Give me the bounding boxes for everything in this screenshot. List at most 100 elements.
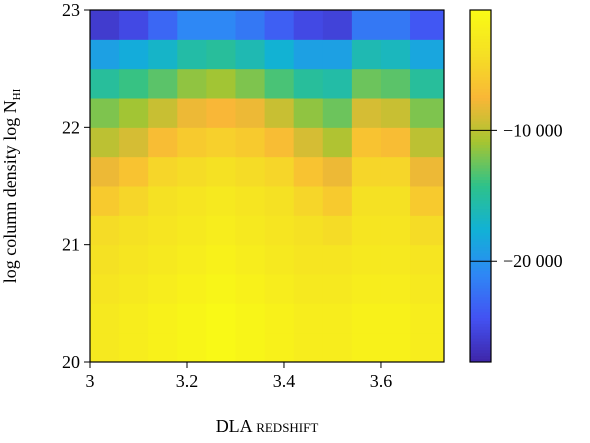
heatmap-cell — [148, 156, 178, 187]
heatmap-cell — [410, 10, 445, 40]
heatmap-cell — [264, 332, 295, 363]
heatmap-cell — [322, 332, 353, 363]
colorbar-segment — [470, 121, 491, 125]
heatmap-cell — [90, 215, 120, 246]
heatmap-cell — [90, 98, 120, 128]
heatmap-cell — [410, 244, 445, 275]
x-tick-label: 3.4 — [273, 371, 296, 391]
heatmap-cell — [177, 98, 207, 128]
colorbar-segment — [470, 24, 491, 29]
colorbar-segment — [470, 197, 491, 202]
heatmap-cell — [235, 156, 266, 187]
heatmap-cell — [380, 303, 411, 334]
heatmap-cell — [119, 39, 149, 70]
colorbar-segment — [470, 344, 491, 348]
heatmap-cell — [351, 127, 382, 158]
heatmap-cell — [235, 215, 266, 246]
heatmap-cell — [380, 186, 411, 216]
colorbar-segment — [470, 100, 491, 105]
heatmap-cell — [119, 186, 149, 216]
heatmap-cell — [293, 98, 324, 128]
colorbar-segment — [470, 180, 491, 184]
heatmap-cell — [322, 274, 353, 304]
colorbar-segment — [470, 341, 491, 345]
heatmap-cell — [235, 332, 266, 363]
heatmap-cell — [322, 127, 353, 158]
heatmap-cell — [410, 274, 445, 304]
heatmap-cell — [90, 274, 120, 304]
heatmap-cell — [410, 215, 445, 246]
x-axis-label: DLA redshift — [216, 416, 319, 436]
colorbar-segment — [470, 315, 491, 319]
colorbar-segment — [470, 215, 491, 219]
heatmap-cell — [293, 39, 324, 70]
heatmap-cell — [293, 215, 324, 246]
heatmap-cell — [177, 39, 207, 70]
colorbar-segment — [470, 244, 491, 249]
heatmap-cell — [206, 186, 236, 216]
heatmap-cell — [293, 68, 324, 99]
colorbar-segment — [470, 171, 491, 175]
colorbar-segment — [470, 332, 491, 337]
colorbar-segment — [470, 350, 491, 354]
heatmap-cell — [119, 127, 149, 158]
colorbar-segment — [470, 127, 491, 131]
heatmap-cell — [235, 127, 266, 158]
colorbar-segment — [470, 235, 491, 240]
colorbar-segment — [470, 288, 491, 293]
colorbar-segment — [470, 124, 491, 128]
colorbar-frame — [469, 9, 492, 363]
heatmap-cell — [293, 244, 324, 275]
colorbar-segment — [470, 18, 491, 23]
colorbar-segment — [470, 39, 491, 43]
heatmap-cell — [351, 10, 382, 40]
colorbar-segment — [470, 238, 491, 243]
heatmap-cell — [90, 39, 120, 70]
heatmap-cell — [148, 303, 178, 334]
heatmap-cell — [235, 10, 266, 40]
heatmap-cell — [119, 332, 149, 363]
heatmap-cell — [177, 156, 207, 187]
colorbar-segment — [470, 150, 491, 155]
colorbar-segment — [470, 86, 491, 90]
colorbar-segment — [470, 256, 491, 260]
colorbar-segment — [470, 194, 491, 199]
heatmap-cell — [235, 186, 266, 216]
heatmap-cell — [206, 274, 236, 304]
heatmap-cell — [322, 303, 353, 334]
heatmap-cell — [322, 39, 353, 70]
y-axis-label: log column density log NHI — [0, 88, 23, 283]
heatmap-cell — [322, 10, 353, 40]
colorbar-segment — [470, 147, 491, 152]
heatmap-cell — [177, 10, 207, 40]
heatmap-cell — [206, 98, 236, 128]
heatmap-cell — [119, 68, 149, 99]
heatmap-cell — [90, 332, 120, 363]
heatmap-cell — [206, 303, 236, 334]
colorbar-segment — [470, 320, 491, 325]
colorbar-segment — [470, 106, 491, 111]
colorbar-segment — [470, 54, 491, 58]
colorbar-segment — [470, 186, 491, 190]
colorbar-segment — [470, 144, 491, 149]
colorbar-segment — [470, 103, 491, 108]
heatmap-cell — [293, 274, 324, 304]
colorbar-segment — [470, 80, 491, 84]
heatmap-cell — [264, 303, 295, 334]
heatmap-cell — [148, 274, 178, 304]
heatmap-cell — [264, 39, 295, 70]
heatmap-cell — [293, 332, 324, 363]
heatmap-cell — [264, 98, 295, 128]
heatmap-cell — [148, 127, 178, 158]
heatmap-cell — [380, 332, 411, 363]
heatmap-cell — [351, 332, 382, 363]
colorbar-segment — [470, 10, 491, 14]
heatmap-cell — [177, 186, 207, 216]
colorbar-segment — [470, 156, 491, 161]
heatmap-cell — [351, 156, 382, 187]
heatmap-cell — [410, 39, 445, 70]
heatmap-cell — [206, 10, 236, 40]
y-tick-label: 21 — [62, 235, 80, 255]
heatmap-cell — [90, 68, 120, 99]
heatmap-cell — [322, 244, 353, 275]
